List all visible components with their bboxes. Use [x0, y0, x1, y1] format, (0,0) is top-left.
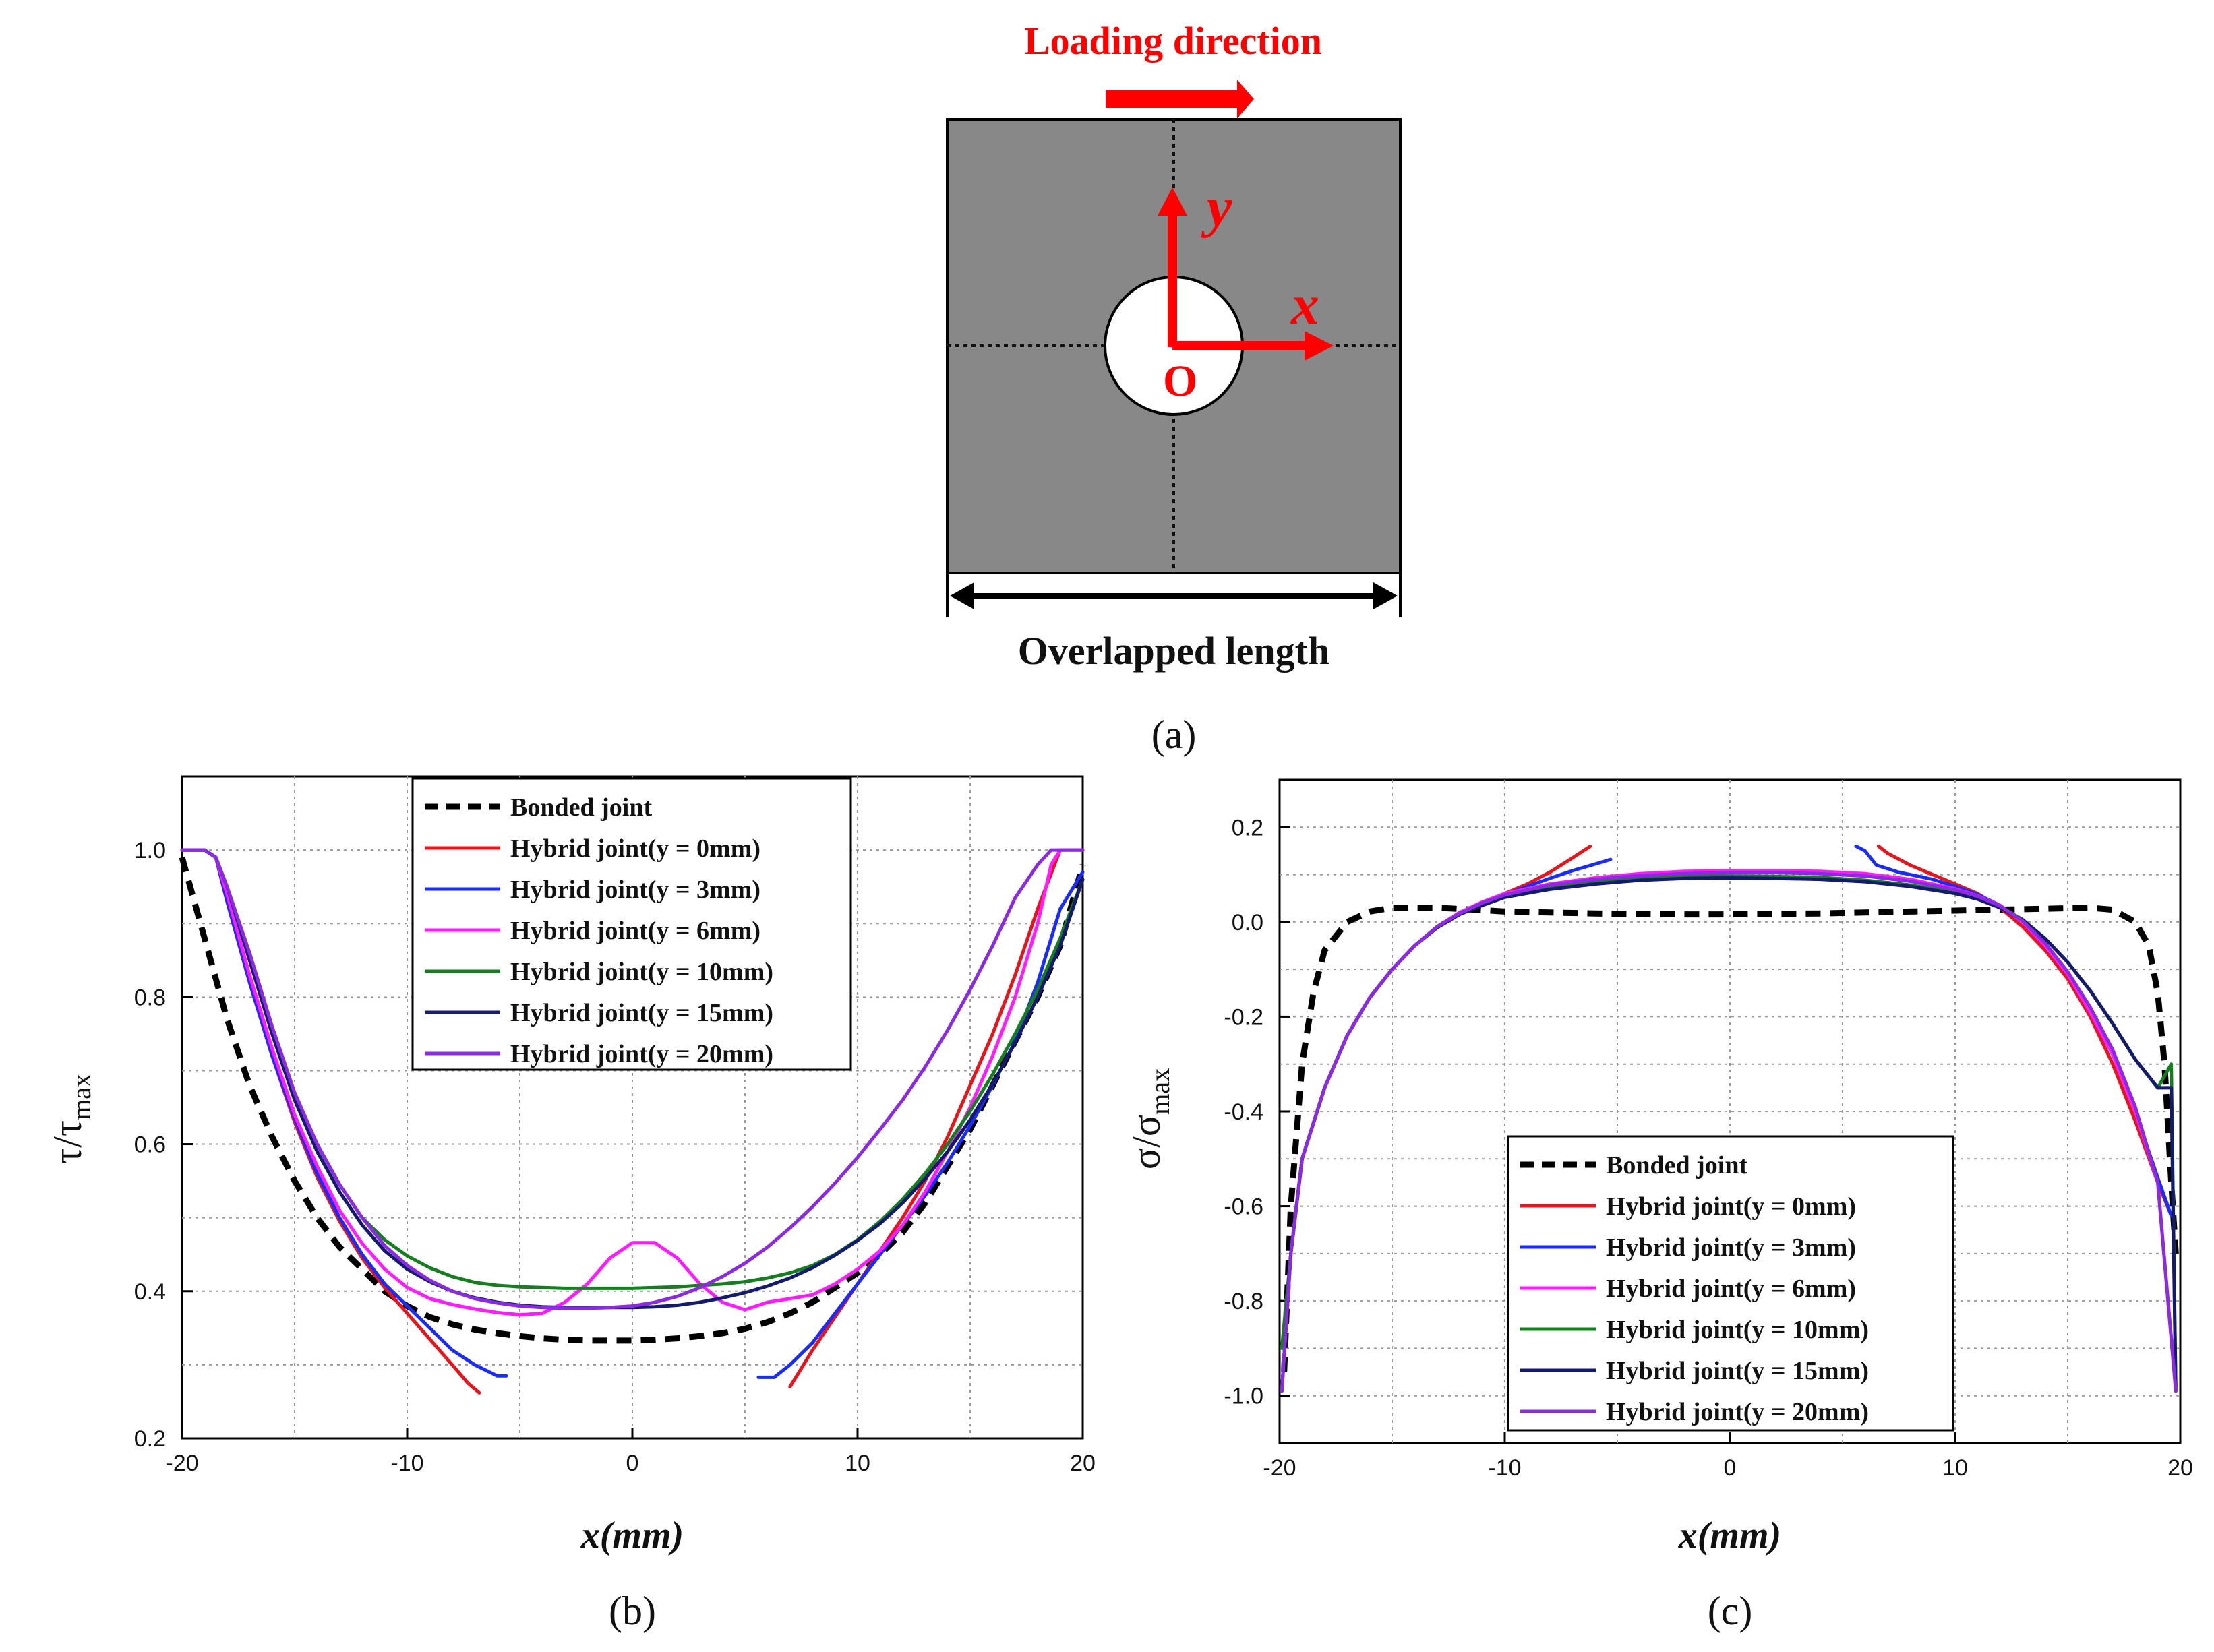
- svg-text:τ/τmax: τ/τmax: [45, 1074, 96, 1164]
- series-line-6: [1280, 871, 2178, 1393]
- overlapped-length-label: Overlapped length: [1018, 629, 1329, 673]
- chart-c: -20 -10 0 10 20 -1.0 -0.8 -0.6 -0.4 -0.2 0.0 0.2 Bo…: [1124, 778, 2193, 1633]
- legend-label: Bonded joint: [1606, 1151, 1747, 1180]
- legend-label: Bonded joint: [510, 793, 652, 822]
- series-line-0: [179, 856, 1086, 1344]
- svg-text:σ/σmax: σ/σmax: [1124, 1068, 1175, 1169]
- chart-b-series: [179, 848, 1086, 1395]
- y-tick-label: 0.6: [134, 1132, 166, 1158]
- x-axis-arrow-icon: [1172, 331, 1334, 361]
- legend-label: Hybrid joint(y = 15mm): [1606, 1357, 1869, 1385]
- legend-label: Hybrid joint(y = 6mm): [510, 917, 760, 945]
- chart-b-ylabel-main: τ/τ: [45, 1120, 90, 1164]
- x-tick-label: -10: [390, 1450, 423, 1476]
- x-tick-label: 20: [2167, 1455, 2193, 1481]
- legend-label: Hybrid joint(y = 3mm): [510, 876, 760, 904]
- chart-b: -20 -10 0 10 20 0.2 0.4 0.6 0.8 1.0 Bonded joint H…: [45, 775, 1096, 1633]
- loading-arrow-icon: [1106, 80, 1254, 119]
- panel-a: Loading direction y x O Ov: [946, 19, 1402, 757]
- caption-a: (a): [1151, 712, 1197, 757]
- chart-c-xlabel: x(mm): [1678, 1515, 1781, 1556]
- chart-c-ticks: -20 -10 0 10 20 -1.0 -0.8 -0.6 -0.4 -0.2 0.0 0.2: [1224, 815, 2193, 1481]
- chart-c-series: [1280, 844, 2179, 1393]
- loading-direction-title: Loading direction: [1024, 19, 1322, 63]
- overlapped-length-arrow-icon: [950, 582, 1398, 609]
- legend-label: Hybrid joint(y = 3mm): [1606, 1233, 1856, 1262]
- series-line-1: [1876, 844, 2174, 1218]
- y-tick-label: 0.2: [134, 1426, 166, 1452]
- chart-c-ylabel-sub: max: [1145, 1068, 1175, 1115]
- legend-label: Hybrid joint(y = 0mm): [1606, 1192, 1856, 1221]
- y-tick-label: -0.6: [1224, 1194, 1263, 1220]
- y-tick-label: -0.4: [1224, 1099, 1263, 1125]
- legend-label: Hybrid joint(y = 10mm): [1606, 1316, 1869, 1344]
- chart-c-legend: Bonded joint Hybrid joint(y = 0mm) Hybrid …: [1507, 1135, 1954, 1432]
- x-tick-label: -20: [1263, 1455, 1296, 1481]
- y-tick-label: 1.0: [134, 838, 166, 863]
- x-tick-label: 0: [626, 1450, 639, 1476]
- x-tick-label: 10: [845, 1450, 870, 1476]
- series-line-6: [180, 848, 1085, 1310]
- chart-b-ylabel: τ/τmax: [45, 1074, 96, 1164]
- x-tick-label: 20: [1070, 1450, 1096, 1476]
- y-tick-label: -0.8: [1224, 1289, 1263, 1314]
- caption-b: (b): [609, 1589, 656, 1633]
- y-tick-label: 0.4: [134, 1279, 166, 1305]
- chart-b-legend: Bonded joint Hybrid joint(y = 0mm) Hybrid …: [411, 777, 852, 1071]
- legend-label: Hybrid joint(y = 15mm): [510, 999, 773, 1027]
- chart-b-ticks: -20 -10 0 10 20 0.2 0.4 0.6 0.8 1.0: [134, 838, 1096, 1476]
- y-axis-arrow-icon: [1158, 187, 1187, 347]
- x-axis-label: x: [1290, 274, 1319, 336]
- x-tick-label: -20: [165, 1450, 198, 1476]
- y-tick-label: 0.2: [1232, 815, 1263, 840]
- y-tick-label: -1.0: [1224, 1384, 1263, 1409]
- legend-label: Hybrid joint(y = 0mm): [510, 834, 760, 863]
- chart-b-xlabel: x(mm): [580, 1515, 684, 1556]
- legend-label: Hybrid joint(y = 20mm): [1606, 1398, 1869, 1426]
- y-tick-label: 0.8: [134, 985, 166, 1010]
- caption-c: (c): [1708, 1589, 1753, 1633]
- chart-c-ylabel: σ/σmax: [1124, 1068, 1175, 1169]
- x-tick-label: 10: [1942, 1455, 1968, 1481]
- y-tick-label: 0.0: [1232, 910, 1263, 936]
- legend-box: [411, 777, 852, 1071]
- legend-label: Hybrid joint(y = 20mm): [510, 1040, 773, 1068]
- chart-c-ylabel-main: σ/σ: [1124, 1115, 1168, 1169]
- chart-b-ylabel-sub: max: [66, 1074, 96, 1120]
- x-tick-label: -10: [1488, 1455, 1521, 1481]
- legend-label: Hybrid joint(y = 10mm): [510, 958, 773, 986]
- legend-label: Hybrid joint(y = 6mm): [1606, 1275, 1856, 1303]
- y-tick-label: -0.2: [1224, 1004, 1263, 1030]
- origin-label: O: [1163, 357, 1197, 406]
- legend-box: [1507, 1135, 1954, 1432]
- x-tick-label: 0: [1724, 1455, 1737, 1481]
